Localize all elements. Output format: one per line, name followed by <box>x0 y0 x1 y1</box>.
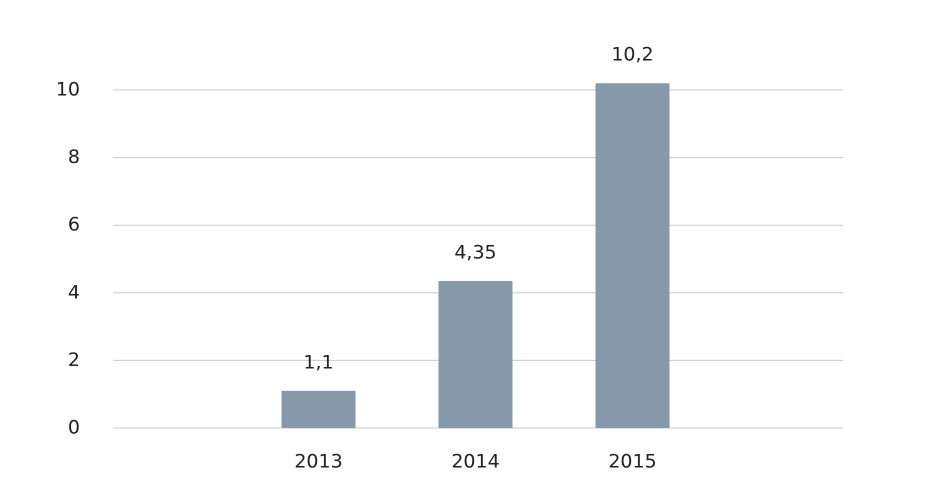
y-tick-label: 2 <box>68 349 80 371</box>
bar <box>438 280 513 428</box>
value-label: 4,35 <box>454 241 496 263</box>
bar <box>281 390 356 428</box>
value-label: 10,2 <box>611 44 653 66</box>
y-tick-label: 0 <box>68 417 80 439</box>
y-tick-label: 4 <box>68 281 80 303</box>
x-tick-label: 2013 <box>294 451 342 473</box>
x-tick-label: 2014 <box>451 451 499 473</box>
y-tick-label: 8 <box>68 146 80 168</box>
y-tick-label: 6 <box>68 214 80 236</box>
y-tick-label: 10 <box>56 79 80 101</box>
bar <box>595 83 670 429</box>
value-label: 1,1 <box>303 351 333 373</box>
x-tick-label: 2015 <box>608 451 656 473</box>
